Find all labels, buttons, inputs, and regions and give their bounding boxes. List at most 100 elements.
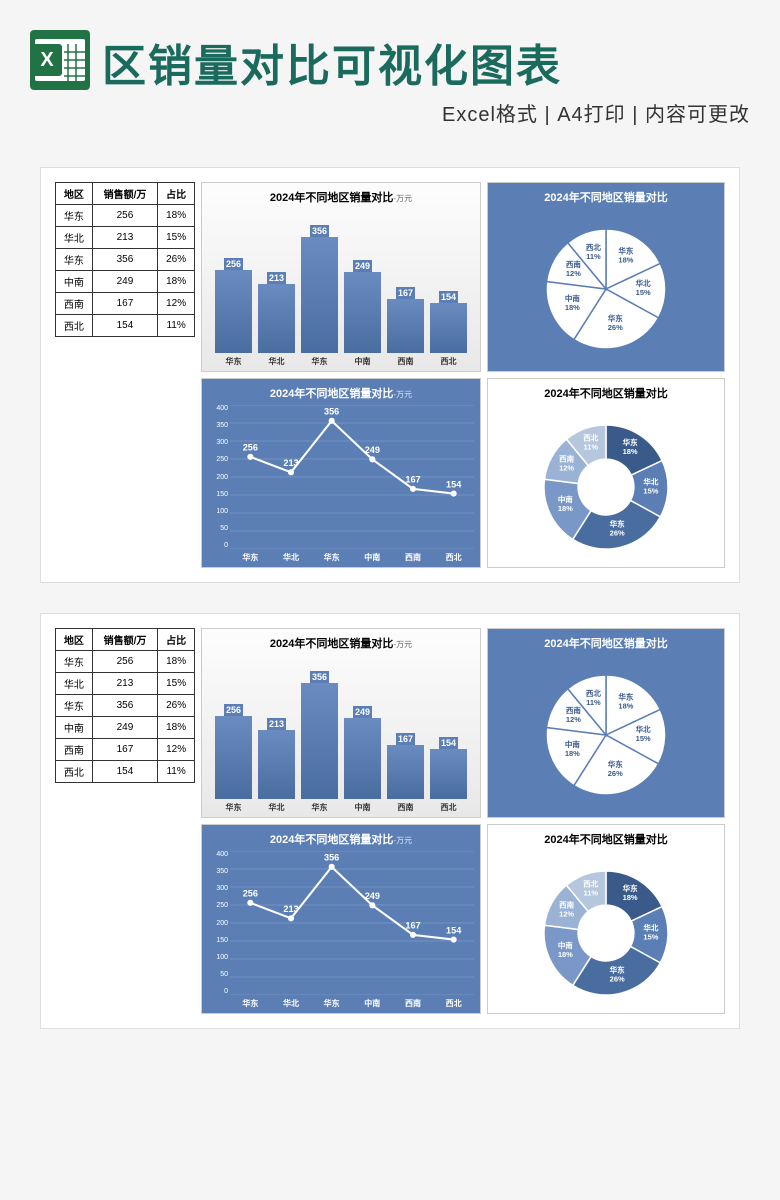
y-tick-label: 250: [206, 456, 228, 463]
table-header-row: 地区销售额/万占比: [56, 629, 195, 651]
pie-chart-panel: 2024年不同地区销量对比 华东18%华北15%华东26%中南18%西南12%西…: [487, 182, 725, 372]
line-chart-panel: 2024年不同地区销量对比-万元 05010015020025030035040…: [201, 378, 481, 568]
bar-category-label: 华北: [258, 356, 294, 367]
bar-category-label: 中南: [344, 356, 380, 367]
bar-value-label: 249: [353, 260, 372, 272]
table-body: 华东25618%华北21315%华东35626%中南24918%西南16712%…: [56, 205, 195, 337]
x-tick-label: 中南: [364, 552, 380, 563]
bar-column: 167西南: [387, 733, 423, 799]
donut-chart-svg: 华东18%华北15%华东26%中南18%西南12%西北11%: [526, 853, 686, 1003]
pie-slice-label: 华北: [643, 476, 658, 486]
bar-rect: [301, 237, 337, 353]
bar-column: 256华东: [215, 704, 251, 799]
table-header-cell: 销售额/万: [92, 629, 158, 651]
svg-text:154: 154: [446, 479, 462, 489]
svg-text:213: 213: [283, 904, 298, 914]
pie-slice-label: 12%: [566, 715, 581, 724]
x-tick-label: 西北: [446, 552, 462, 563]
excel-icon: X: [30, 30, 90, 90]
svg-text:256: 256: [243, 443, 258, 453]
pie-slice-label: 12%: [559, 463, 574, 472]
pie-slice-label: 西北: [586, 688, 601, 698]
bar-chart-panel: 2024年不同地区销量对比-万元 256华东213华北356华东249中南167…: [201, 182, 481, 372]
pie-slice-label: 26%: [610, 529, 625, 538]
pie-slice-label: 西北: [583, 879, 598, 889]
pie-slice-label: 华北: [636, 278, 651, 288]
page-title: 区销量对比可视化图表: [102, 30, 750, 94]
pie-slice-label: 26%: [608, 769, 623, 778]
bar-column: 356华东: [301, 671, 337, 799]
bar-chart-area: 256华东213华北356华东249中南167西南154西北: [212, 655, 470, 799]
bar-value-label: 154: [439, 737, 458, 749]
bar-column: 154西北: [430, 291, 466, 353]
bar-category-label: 西北: [430, 802, 466, 813]
bar-column: 154西北: [430, 737, 466, 799]
pie-slice-label: 18%: [618, 702, 633, 711]
x-tick-label: 华东: [242, 998, 258, 1009]
table-row: 西南16712%: [56, 739, 195, 761]
bar-column: 356华东: [301, 225, 337, 353]
table-row: 中南24918%: [56, 271, 195, 293]
pie-slice-label: 华东: [610, 519, 625, 529]
pie-slice-label: 12%: [559, 909, 574, 918]
pie-slice-label: 西北: [583, 433, 598, 443]
bar-rect: [301, 683, 337, 799]
line-chart-svg: 256213356249167154: [230, 851, 474, 995]
svg-text:249: 249: [365, 891, 380, 901]
pie-slice-label: 华东: [618, 246, 633, 256]
bar-rect: [215, 716, 251, 799]
bar-chart-panel: 2024年不同地区销量对比-万元 256华东213华北356华东249中南167…: [201, 628, 481, 818]
table-row: 西北15411%: [56, 761, 195, 783]
y-tick-label: 100: [206, 954, 228, 961]
svg-text:213: 213: [283, 458, 298, 468]
pie-chart-svg: 华东18%华北15%华东26%中南18%西南12%西北11%: [526, 657, 686, 807]
bar-column: 213华北: [258, 272, 294, 353]
table-body: 华东25618%华北21315%华东35626%中南24918%西南16712%…: [56, 651, 195, 783]
pie-chart-title: 2024年不同地区销量对比: [488, 183, 724, 207]
dashboard-preview: 地区销售额/万占比 华东25618%华北21315%华东35626%中南2491…: [40, 167, 740, 583]
table-row: 中南24918%: [56, 717, 195, 739]
bar-category-label: 华东: [301, 356, 337, 367]
donut-chart-title: 2024年不同地区销量对比: [488, 379, 724, 403]
bar-column: 249中南: [344, 706, 380, 799]
bar-value-label: 356: [310, 225, 329, 237]
y-tick-label: 350: [206, 422, 228, 429]
bar-value-label: 213: [267, 718, 286, 730]
svg-text:249: 249: [365, 445, 380, 455]
bar-value-label: 213: [267, 272, 286, 284]
pie-slice-label: 西南: [566, 259, 581, 269]
pie-slice-label: 华东: [610, 965, 625, 975]
line-x-labels: 华东华北华东中南西南西北: [230, 552, 474, 563]
pie-slice-label: 11%: [583, 889, 598, 898]
pie-slice-label: 华东: [618, 692, 633, 702]
bar-category-label: 华东: [301, 802, 337, 813]
y-tick-label: 300: [206, 439, 228, 446]
pie-slice-label: 18%: [623, 447, 638, 456]
bar-rect: [258, 284, 294, 353]
svg-text:167: 167: [405, 475, 420, 485]
table-header-cell: 地区: [56, 183, 93, 205]
bar-value-label: 167: [396, 733, 415, 745]
y-tick-label: 200: [206, 920, 228, 927]
bar-column: 256华东: [215, 258, 251, 353]
x-tick-label: 华北: [283, 998, 299, 1009]
donut-chart-title: 2024年不同地区销量对比: [488, 825, 724, 849]
x-tick-label: 西南: [405, 552, 421, 563]
pie-chart-svg: 华东18%华北15%华东26%中南18%西南12%西北11%: [526, 211, 686, 361]
pie-slice-label: 华东: [608, 759, 623, 769]
pie-slice-label: 华北: [643, 922, 658, 932]
bar-category-label: 中南: [344, 802, 380, 813]
y-tick-label: 50: [206, 971, 228, 978]
svg-text:X: X: [40, 49, 54, 71]
y-tick-label: 150: [206, 937, 228, 944]
table-row: 华东35626%: [56, 695, 195, 717]
bar-column: 167西南: [387, 287, 423, 353]
donut-chart-panel: 2024年不同地区销量对比 华东18%华北15%华东26%中南18%西南12%西…: [487, 824, 725, 1014]
bar-chart-title: 2024年不同地区销量对比-万元: [202, 629, 480, 653]
bar-value-label: 356: [310, 671, 329, 683]
page-header: X 区销量对比可视化图表 Excel格式 | A4打印 | 内容可更改: [0, 0, 780, 137]
pie-slice-label: 西南: [559, 453, 575, 463]
pie-slice-label: 15%: [636, 734, 651, 743]
table-row: 华东35626%: [56, 249, 195, 271]
table-row: 西南16712%: [56, 293, 195, 315]
